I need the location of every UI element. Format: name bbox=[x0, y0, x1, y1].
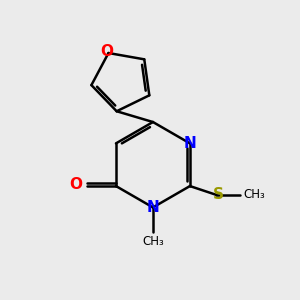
Text: CH₃: CH₃ bbox=[142, 235, 164, 248]
Text: O: O bbox=[100, 44, 113, 59]
Text: N: N bbox=[147, 200, 159, 215]
Text: CH₃: CH₃ bbox=[243, 188, 265, 201]
Text: S: S bbox=[212, 188, 224, 202]
Text: N: N bbox=[184, 136, 196, 151]
Text: O: O bbox=[69, 177, 82, 192]
